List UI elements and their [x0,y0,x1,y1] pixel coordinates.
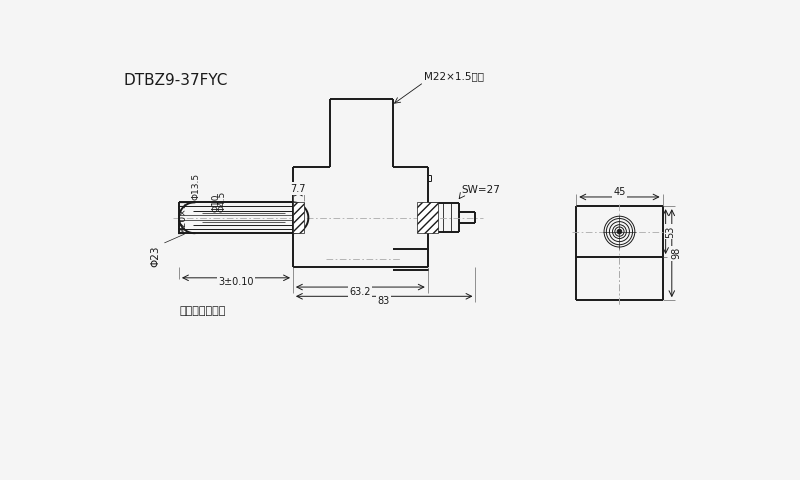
Text: 7.7: 7.7 [290,183,306,193]
Text: Φ13.5: Φ13.5 [191,173,201,200]
Text: 83: 83 [378,296,390,306]
Text: 63.2: 63.2 [349,287,370,297]
Circle shape [618,230,621,233]
Text: Φ23: Φ23 [150,245,161,267]
Text: Φ4.5: Φ4.5 [218,191,226,212]
Text: 53: 53 [666,226,675,238]
Bar [293,203,304,233]
Text: 电磁铁得电位置: 电磁铁得电位置 [179,306,226,315]
Text: 3±0.10: 3±0.10 [218,277,254,288]
Text: DTBZ9-37FYC: DTBZ9-37FYC [123,73,228,88]
Text: M22×1.5螺纹: M22×1.5螺纹 [424,71,484,81]
Text: M20×1: M20×1 [178,202,187,234]
Text: 98: 98 [671,247,682,259]
Text: 45: 45 [614,187,626,197]
Bar [417,203,438,233]
Text: SW=27: SW=27 [462,185,501,195]
Text: Φ10: Φ10 [211,193,221,212]
